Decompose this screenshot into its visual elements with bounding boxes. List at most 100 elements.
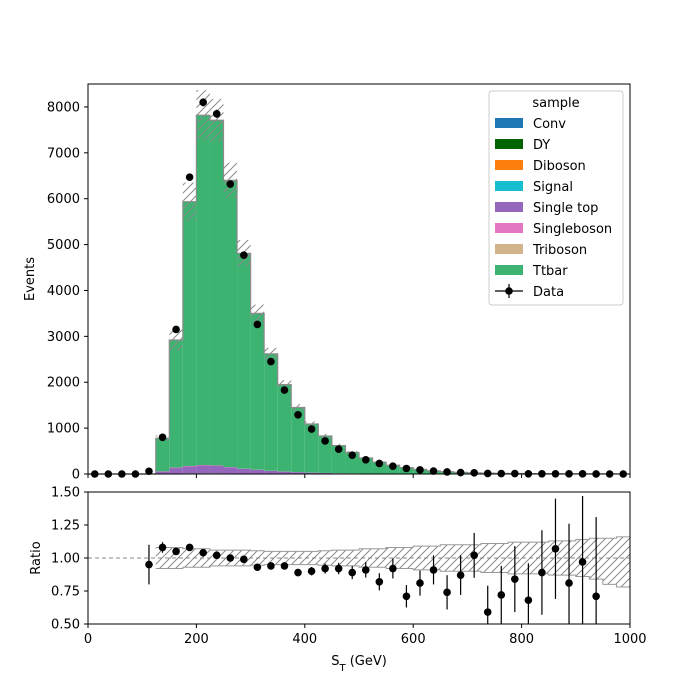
ratio-point-27 (456, 571, 465, 579)
bar-ttbar-10 (223, 180, 238, 468)
legend-swatch-ttbar (495, 265, 523, 275)
ratio-point-29 (483, 608, 492, 616)
y-tick-label-6: 6000 (47, 192, 80, 207)
y-tick-label-2: 2000 (47, 376, 80, 391)
data-point-7 (185, 173, 194, 181)
bar-single-top-10 (223, 467, 238, 474)
bar-ttbar-16 (304, 423, 319, 473)
bar-ttbar-14 (277, 384, 292, 472)
ratio-point-35 (565, 579, 573, 587)
ratio-point-34 (551, 544, 560, 553)
ratio-point-31 (511, 575, 519, 583)
bar-ttbar-20 (359, 457, 373, 474)
bar-ttbar-13 (264, 353, 278, 471)
y-tick-label-3: 3000 (47, 330, 80, 345)
ratio-y-tick-label-1: 0.75 (51, 585, 80, 600)
ratio-point-6 (172, 547, 180, 556)
legend-swatch-single-top (495, 202, 523, 212)
ratio-point-37 (592, 592, 600, 601)
data-point-8 (199, 98, 207, 107)
x-tick-label-4: 800 (509, 632, 534, 647)
bar-single-top-16 (304, 472, 319, 474)
legend-swatch-singleboson (495, 223, 523, 233)
ratio-y-tick-label-3: 1.25 (51, 519, 80, 534)
ratio-point-21 (375, 577, 384, 586)
data-point-9 (212, 110, 221, 118)
bar-single-top-11 (237, 468, 251, 474)
legend-label-dy: DY (533, 138, 550, 153)
data-point-29 (483, 469, 492, 478)
main-frame (87, 83, 631, 475)
legend-label-triboson: Triboson (532, 243, 587, 258)
bar-single-top-12 (250, 469, 265, 474)
legend-swatch-triboson (495, 244, 523, 254)
data-point-16 (307, 425, 316, 433)
bar-ttbar-17 (318, 435, 332, 473)
bar-single-top-13 (264, 470, 278, 474)
bar-ttbar-9 (209, 120, 224, 466)
legend: sample Conv DY Diboson Signal Single top Singl… (488, 90, 624, 306)
ratio-uncertainty-band-32 (521, 542, 536, 574)
bar-single-top-8 (196, 465, 210, 474)
bar-ttbar-15 (291, 407, 305, 473)
main-plot-area: 0 1000 2000 3000 4000 5000 6000 7000 8000 Events (23, 83, 631, 483)
bar-ttbar-18 (331, 445, 346, 474)
ratio-y-tick-label-0: 0.50 (51, 618, 80, 633)
y-tick-label-4: 4000 (47, 284, 80, 299)
data-point-17 (321, 437, 329, 445)
legend-swatch-diboson (495, 160, 523, 170)
data-point-28 (470, 469, 478, 477)
bar-single-top-17 (318, 472, 332, 474)
ratio-point-7 (185, 543, 194, 552)
ratio-point-26 (443, 588, 451, 597)
ratio-point-33 (538, 568, 546, 577)
legend-label-ttbar: Ttbar (532, 264, 568, 279)
ratio-y-tick-label-2: 1.00 (51, 552, 80, 567)
data-point-14 (280, 386, 289, 394)
ratio-plot-area: 0.50 0.75 1.00 1.25 1.50 0 200 400 600 800 1000 Rat… (29, 486, 647, 674)
ratio-point-19 (348, 568, 357, 577)
y-tick-label-1: 1000 (47, 422, 80, 437)
ratio-point-25 (429, 566, 438, 574)
bar-ttbar-21 (372, 462, 387, 474)
bar-single-top-9 (209, 465, 224, 474)
data-point-20 (361, 455, 370, 464)
ratio-point-10 (226, 554, 235, 562)
data-point-12 (253, 320, 262, 329)
legend-swatch-signal (495, 181, 523, 191)
legend-data-marker (505, 287, 513, 295)
ratio-point-32 (524, 596, 533, 605)
bar-ttbar-12 (250, 313, 265, 470)
data-point-11 (240, 251, 248, 259)
legend-label-conv: Conv (533, 117, 566, 132)
data-point-25 (429, 467, 438, 475)
data-point-22 (389, 462, 397, 471)
legend-swatch-conv (495, 118, 523, 128)
ratio-band-lower-edge (155, 564, 630, 588)
ratio-uncertainty-band-21 (372, 548, 387, 568)
y-tick-label-5: 5000 (47, 238, 80, 253)
ratio-point-24 (416, 579, 424, 587)
ratio-uncertainty-band-18 (331, 550, 346, 566)
ratio-point-5 (158, 543, 167, 552)
bar-ttbar-6 (169, 340, 183, 468)
legend-label-singleboson: Singleboson (533, 222, 612, 237)
data-point-18 (334, 445, 343, 454)
data-point-23 (402, 464, 411, 473)
x-tick-label-0: 0 (84, 632, 92, 647)
data-point-24 (416, 466, 424, 474)
data-point-5 (158, 433, 167, 442)
y-axis-label: Events (23, 257, 38, 301)
ratio-point-12 (253, 563, 262, 572)
bar-ttbar-7 (182, 201, 197, 466)
ratio-y-tick-label-4: 1.50 (51, 486, 80, 501)
bar-single-top-6 (169, 468, 183, 474)
ratio-uncertainty-band-19 (345, 550, 359, 566)
ratio-point-14 (280, 562, 289, 570)
ratio-point-23 (402, 592, 411, 601)
ratio-uncertainty-band-20 (359, 548, 373, 568)
legend-label-single-top: Single top (533, 201, 598, 216)
ratio-point-8 (199, 548, 207, 557)
x-tick-label-2: 400 (292, 632, 317, 647)
